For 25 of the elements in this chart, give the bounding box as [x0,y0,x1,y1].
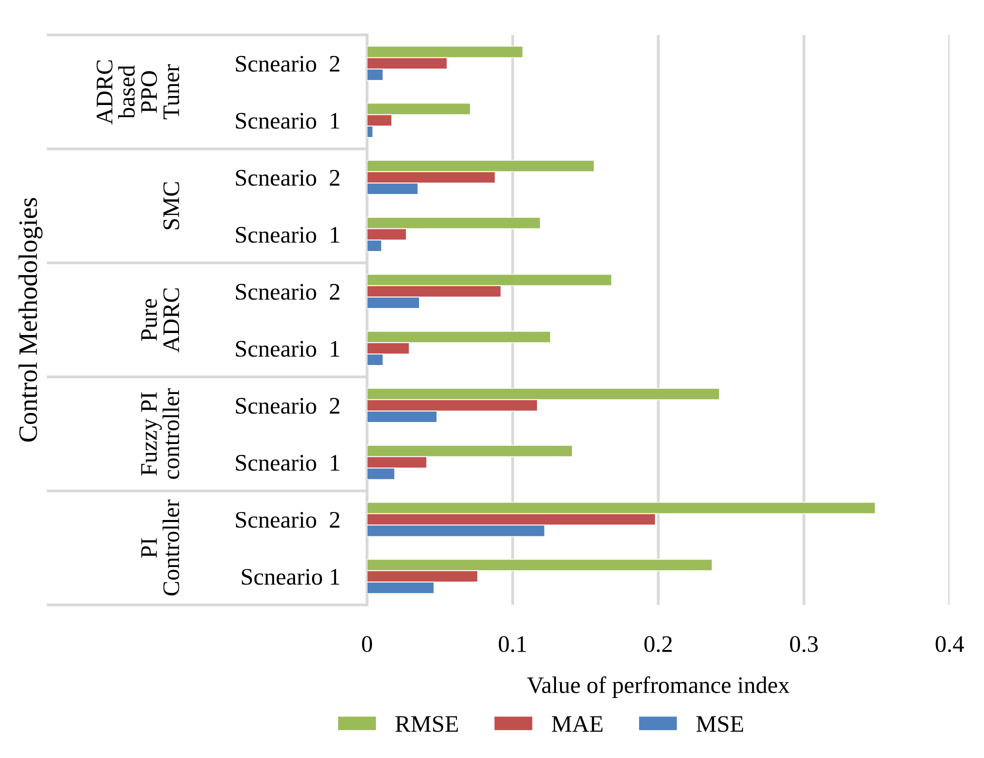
text: Control Methodologies [18,198,43,442]
y-tick-label: Scneario 2 [236,284,340,300]
x-tick-label: 0.1 [498,636,526,652]
text: Pure ADRC [141,288,180,352]
legend-label: RMSE [395,716,458,732]
legend-label: MAE [552,716,602,732]
x-tick-label: 0.2 [644,636,672,652]
text: PI Controller [141,500,180,596]
text: ADRC based PPO Tuner [96,60,180,124]
y-tick-label: Scneario 1 [236,226,340,243]
text: SMC [163,182,180,230]
x-axis-title: Value of perfromance index [527,676,790,698]
legend-label: MSE [696,716,744,732]
y-tick-label: Scneario 2 [236,398,340,414]
y-tick-label: Scneario 1 [236,340,340,357]
y-tick-label: Scneario 1 [242,568,340,585]
y-tick-label: Scneario 1 [236,112,340,129]
y-tick-label: Scneario 2 [236,170,340,186]
y-tick-label: Scneario 1 [236,454,340,471]
x-tick-label: 0.4 [936,636,964,652]
x-tick-label: 0 [362,636,372,652]
y-tick-label: Scneario 2 [236,56,340,72]
text: Fuzzy PI controller [141,388,180,479]
y-tick-label: Scneario 2 [236,512,340,528]
x-tick-label: 0.3 [790,636,818,652]
